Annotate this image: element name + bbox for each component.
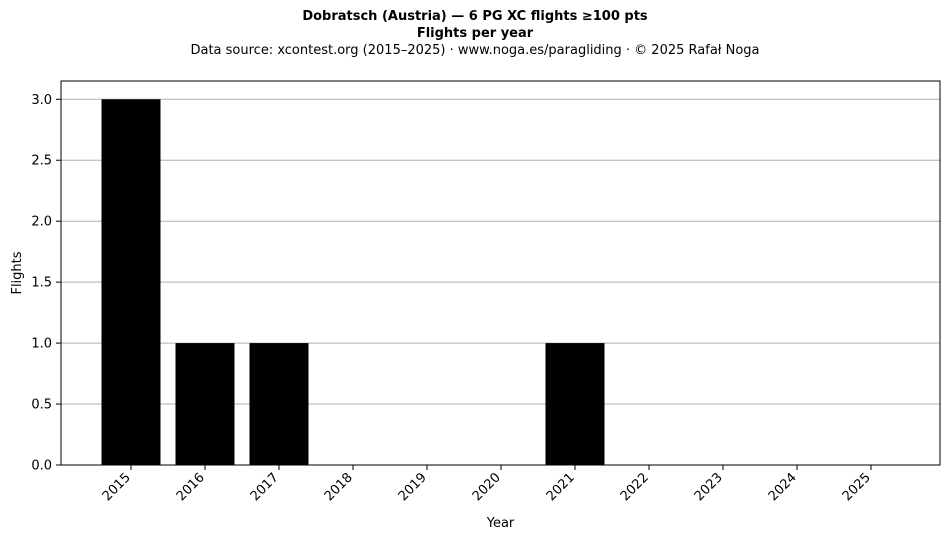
y-tick-label: 1.5	[31, 276, 52, 291]
bars	[101, 99, 605, 466]
chart-source: Data source: xcontest.org (2015–2025) · …	[190, 43, 760, 58]
bar-2017	[249, 343, 309, 465]
x-tick-label: 2020	[470, 470, 504, 504]
y-axis: 0.0 0.5 1.0 1.5 2.0 2.5 3.0	[31, 93, 61, 474]
x-tick-label: 2022	[618, 470, 652, 504]
x-tick-label: 2025	[840, 470, 874, 504]
chart-subtitle: Flights per year	[416, 26, 534, 41]
y-tick-label: 2.0	[31, 215, 52, 230]
y-tick-label: 1.0	[31, 337, 52, 352]
y-tick-label: 2.5	[31, 154, 52, 169]
y-tick-label: 0.5	[31, 398, 52, 413]
y-tick-label: 3.0	[31, 93, 52, 108]
x-tick-label: 2023	[692, 470, 726, 504]
x-tick-label: 2024	[766, 470, 800, 504]
x-tick-label: 2016	[174, 470, 208, 504]
x-tick-label: 2019	[396, 470, 430, 504]
bar-2021	[545, 343, 605, 465]
chart-header: Dobratsch (Austria) — 6 PG XC flights ≥1…	[0, 8, 950, 59]
bar-2016	[175, 343, 235, 465]
y-axis-label: Flights	[10, 251, 25, 294]
x-tick-label: 2018	[322, 470, 356, 504]
x-axis-label: Year	[486, 516, 515, 531]
x-axis: 2015 2016 2017 2018 2019 2020 2021 2022 2023 2024…	[100, 465, 874, 504]
x-tick-label: 2015	[100, 470, 134, 504]
bar-2015	[101, 99, 161, 466]
y-tick-label: 0.0	[31, 459, 52, 474]
chart-title: Dobratsch (Austria) — 6 PG XC flights ≥1…	[302, 9, 648, 24]
x-tick-label: 2017	[248, 470, 282, 504]
x-tick-label: 2021	[544, 470, 578, 504]
